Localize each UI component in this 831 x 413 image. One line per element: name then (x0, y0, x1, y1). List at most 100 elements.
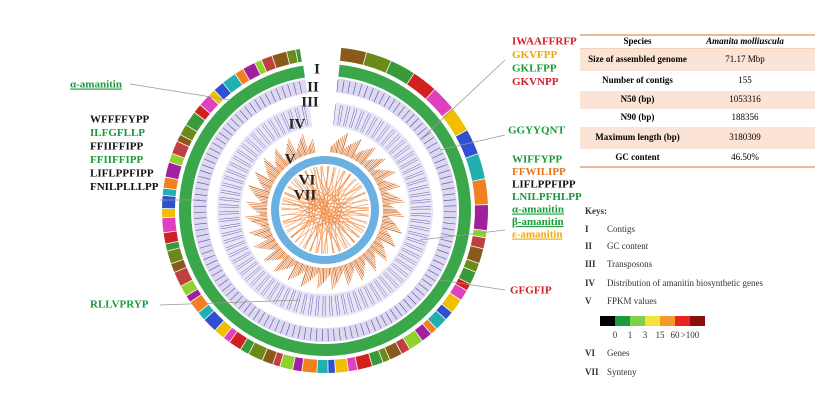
fpkm-bar (356, 258, 365, 271)
contig-segment (363, 52, 391, 73)
fpkm-bar (375, 170, 393, 182)
table-cell: Species (624, 36, 652, 46)
table-cell: Amanita molliuscula (705, 36, 784, 46)
fpkm-bar (335, 139, 340, 154)
transposon-tick (390, 309, 398, 320)
contig-segment (169, 153, 185, 166)
gene-tick (229, 164, 248, 174)
fpkm-bar (368, 247, 375, 253)
gene-tick (359, 288, 369, 307)
transposon-tick (297, 326, 301, 339)
transposon-tick (354, 325, 359, 337)
fpkm-bar (255, 172, 275, 183)
peptide-label: ILFGFLLP (90, 127, 145, 139)
transposon-tick (383, 96, 391, 107)
contig-segment (223, 327, 237, 342)
synteny-link (290, 217, 368, 238)
gene-tick (267, 120, 279, 138)
fpkm-bar (370, 245, 387, 259)
fpkm-bar (286, 258, 294, 269)
gene-tick (377, 125, 390, 143)
fpkm-bar (364, 159, 373, 168)
fpkm-bar (265, 165, 279, 177)
transposon-tick (270, 90, 276, 102)
transposon-tick (417, 127, 427, 136)
fpkm-bar (281, 256, 292, 271)
fpkm-bar (296, 151, 301, 158)
transposon-tick (347, 81, 351, 94)
gene-tick (394, 146, 411, 160)
transposon-tick (438, 244, 451, 249)
gene-tick (378, 276, 392, 293)
transposon-tick (194, 193, 207, 196)
transposon-tick (259, 96, 267, 107)
transposon-tick (299, 81, 303, 94)
gene-tick (228, 246, 248, 255)
fpkm-bar (382, 198, 401, 202)
gene-tick (242, 143, 259, 157)
gene-tick (274, 116, 285, 135)
transposon-tick (438, 169, 450, 174)
gene-tick (328, 295, 331, 316)
fpkm-bar (254, 194, 269, 199)
synteny-link (330, 177, 356, 254)
contig-segment (186, 289, 201, 302)
fpkm-bar (371, 244, 387, 256)
peptide-label: GKVNPP (512, 76, 559, 88)
leader-line (159, 299, 301, 306)
contig-segment (200, 95, 219, 114)
fpkm-bar (264, 234, 273, 239)
contig-segment (436, 304, 452, 320)
fpkm-bar (288, 138, 299, 159)
fpkm-bar (361, 254, 377, 271)
table-cell: N50 (bp) (621, 94, 655, 104)
transposon-tick (430, 264, 442, 271)
transposon-tick (281, 86, 287, 98)
gene-tick (410, 201, 431, 204)
gene-tick (360, 113, 369, 132)
contig-segment (273, 352, 284, 367)
transposon-tick (432, 259, 445, 266)
table-band (580, 91, 815, 109)
fpkm-bar (377, 180, 386, 186)
fpkm-bar (359, 255, 366, 263)
fpkm-bar (344, 264, 352, 281)
gene-tick (219, 204, 240, 206)
key-label: GC content (607, 241, 649, 251)
table-cell: Size of assembled genome (588, 54, 687, 64)
transposon-tick (368, 88, 374, 100)
gene-tick (220, 225, 241, 230)
fpkm-bar (312, 139, 316, 153)
peptide-label: FFIIFFIPP (90, 141, 143, 153)
fpkm-bar (331, 267, 335, 288)
gene-tick (310, 295, 314, 316)
table-cell: GC content (615, 152, 659, 162)
fpkm-bar (269, 178, 275, 182)
transposon-tick (243, 303, 252, 313)
fpkm-bar (309, 266, 314, 281)
key-numeral: IV (585, 278, 596, 288)
fpkm-bar (257, 198, 268, 201)
contig-segment (215, 321, 232, 338)
fpkm-bar (269, 248, 283, 261)
gene-tick (294, 108, 301, 128)
fpkm-bar (268, 175, 276, 181)
contig-segment (427, 310, 446, 329)
gene-tick (400, 159, 419, 170)
contig-segment (302, 358, 318, 373)
transposon-tick (222, 127, 233, 136)
fpkm-bar (285, 156, 291, 164)
contig-segment (286, 49, 298, 65)
transposon-tick (229, 291, 239, 301)
gene-tick (222, 182, 242, 189)
gene-tick (219, 219, 240, 222)
synteny-link (284, 192, 323, 254)
fpkm-bar (263, 225, 270, 228)
contig-segment (223, 74, 243, 93)
peptide-label: RLLVPRYP (90, 299, 149, 311)
gene-tick (403, 165, 422, 175)
contig-segment (450, 284, 467, 300)
transposon-tick (440, 238, 453, 243)
peptide-label: β-amanitin (512, 216, 564, 228)
synteny-link (282, 197, 369, 209)
